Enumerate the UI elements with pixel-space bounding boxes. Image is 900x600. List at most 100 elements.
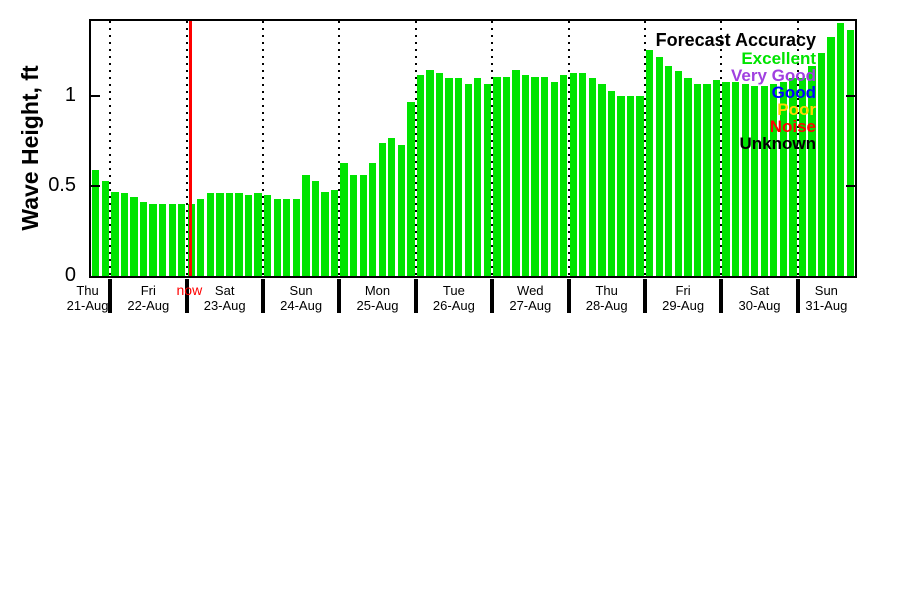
wave-bar [225, 193, 234, 276]
day-boundary-tick [719, 279, 724, 313]
wave-bar [178, 204, 186, 276]
wave-bar [722, 82, 730, 276]
wave-bar [798, 78, 807, 276]
wave-bar [827, 37, 835, 276]
wave-bar [139, 202, 148, 276]
wave-bar [101, 180, 109, 276]
now-line [189, 21, 193, 276]
wave-bar [741, 83, 749, 276]
day-name-label: Sun [814, 283, 838, 298]
legend-entry-good: Good [771, 83, 816, 102]
day-boundary-gridline [796, 21, 799, 276]
wave-bar [617, 96, 625, 276]
wave-bar [846, 29, 854, 276]
day-boundary-gridline [414, 21, 417, 276]
day-boundary-gridline [567, 21, 570, 276]
day-date-label: 28-Aug [585, 298, 628, 313]
wave-bar [244, 195, 253, 276]
wave-bar [837, 22, 845, 276]
day-boundary-tick [795, 279, 800, 313]
wave-bar [712, 80, 721, 276]
wave-bar [569, 73, 577, 276]
wave-bar [168, 204, 176, 276]
day-boundary-gridline [109, 21, 112, 276]
wave-bar [779, 82, 788, 276]
wave-bar [111, 191, 119, 276]
wave-bar [731, 82, 740, 276]
wave-bar [149, 204, 157, 276]
wave-bar [435, 73, 444, 276]
day-boundary-gridline [643, 21, 646, 276]
day-boundary-gridline [720, 21, 723, 276]
wave-bar [216, 193, 224, 276]
wave-bar [703, 83, 711, 276]
wave-bar [770, 83, 778, 276]
y-tick-label: 0.5 [48, 174, 76, 197]
wave-bar [120, 193, 129, 276]
wave-bar [588, 78, 597, 276]
y-axis-tick-right [846, 95, 855, 98]
day-date-label: 21-Aug [66, 298, 109, 313]
day-name-label: Fri [675, 283, 691, 298]
wave-bar [92, 170, 100, 276]
wave-bar [273, 198, 281, 276]
legend-entry-unknown: Unknown [739, 134, 817, 153]
wave-bar [808, 65, 816, 276]
day-name-label: Sat [749, 283, 770, 298]
wave-bar [416, 74, 425, 276]
day-boundary-gridline [491, 21, 494, 276]
wave-bar [321, 191, 329, 276]
day-name-label: Thu [595, 283, 618, 298]
day-name-label: Wed [517, 283, 544, 298]
wave-bar [760, 85, 768, 276]
wave-bar [397, 144, 406, 276]
day-name-label: Thu [76, 283, 99, 298]
wave-bar [426, 69, 434, 276]
wave-bar [235, 193, 243, 276]
wave-bar [349, 175, 358, 276]
wave-bar [665, 65, 673, 276]
day-date-label: 22-Aug [127, 298, 170, 313]
wave-bar [474, 78, 482, 276]
wave-bar [521, 74, 530, 276]
plot-area [89, 19, 857, 278]
wave-bar [378, 143, 386, 276]
day-boundary-tick [413, 279, 418, 313]
y-tick-label: 1 [64, 84, 76, 107]
legend-entry-very-good: Very Good [730, 66, 816, 85]
wave-bar [646, 49, 654, 276]
day-date-label: 23-Aug [203, 298, 246, 313]
legend-entry-noise: Noise [769, 117, 816, 136]
day-boundary-tick [566, 279, 571, 313]
day-date-label: 25-Aug [356, 298, 399, 313]
wave-bar [493, 76, 501, 276]
y-axis-tick-right [846, 185, 855, 188]
wave-bar [311, 180, 320, 276]
day-date-label: 26-Aug [432, 298, 475, 313]
day-date-label: 27-Aug [509, 298, 552, 313]
day-name-label: Tue [442, 283, 465, 298]
wave-bar [407, 101, 415, 276]
now-label: now [176, 282, 203, 298]
wave-bar [502, 76, 511, 276]
wave-bar [540, 76, 549, 276]
day-boundary-gridline [261, 21, 264, 276]
wave-bar [158, 204, 167, 276]
wave-bar [464, 83, 472, 276]
day-boundary-tick [337, 279, 342, 313]
day-date-label: 31-Aug [805, 298, 848, 313]
day-boundary-gridline [185, 21, 188, 276]
day-name-label: Sun [289, 283, 313, 298]
wave-bar [264, 195, 272, 276]
wave-bar [684, 78, 692, 276]
wave-bar [626, 96, 635, 276]
wave-bar [254, 193, 262, 276]
wave-bar [636, 96, 644, 276]
wave-bar [330, 189, 339, 276]
wave-bar [388, 137, 396, 276]
day-date-label: 30-Aug [738, 298, 781, 313]
day-boundary-tick [260, 279, 265, 313]
legend-entry-poor: Poor [777, 100, 816, 119]
legend-title: Forecast Accuracy [655, 30, 816, 50]
wave-bar [369, 162, 377, 276]
